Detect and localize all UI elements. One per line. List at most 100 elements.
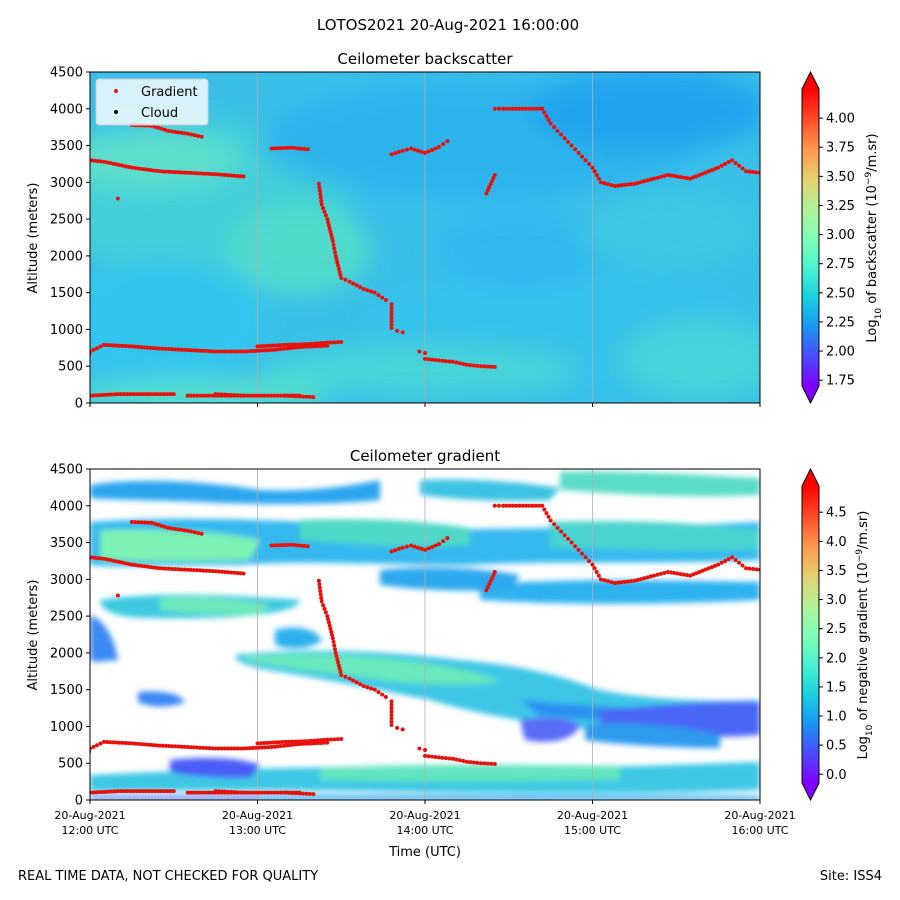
gradient-point — [15, 154, 19, 158]
gradient-point — [94, 790, 99, 795]
gradient-point — [272, 543, 277, 548]
gradient-point — [694, 174, 699, 179]
gradient-point — [210, 172, 215, 177]
gradient-point — [548, 121, 553, 126]
gradient-point — [49, 552, 53, 556]
gradient-point — [64, 399, 68, 403]
gradient-point — [83, 765, 87, 769]
gradient-point — [429, 544, 434, 549]
gradient-point — [253, 348, 258, 353]
gradient-point — [616, 580, 621, 585]
gradient-point — [302, 543, 307, 548]
gradient-point — [616, 183, 621, 188]
gradient-point — [238, 349, 243, 354]
gradient-point — [573, 147, 578, 152]
gradient-point — [232, 349, 237, 354]
gradient-point — [129, 519, 134, 524]
x-tick-label-date: 20-Aug-2021 — [724, 809, 795, 822]
gradient-point — [566, 139, 571, 144]
gradient-point — [423, 356, 427, 361]
gradient-points — [0, 503, 760, 801]
gradient-point — [389, 319, 394, 324]
gradient-point — [0, 550, 4, 554]
gradient-point — [229, 746, 234, 751]
gradient-point — [169, 526, 174, 531]
gradient-point — [272, 744, 277, 749]
gradient-point — [740, 563, 745, 568]
gradient-point — [0, 794, 3, 798]
gradient-point — [665, 172, 670, 177]
gradient-point — [380, 692, 385, 697]
gradient-point — [335, 737, 340, 742]
gradient-point — [329, 232, 334, 237]
gradient-point — [258, 741, 263, 746]
gradient-point — [26, 797, 30, 801]
gradient-point — [299, 543, 304, 548]
gradient-point — [114, 740, 119, 745]
gradient-point — [255, 741, 260, 746]
gradient-point — [645, 178, 650, 183]
gradient-point — [491, 176, 496, 181]
gradient-point — [697, 569, 702, 574]
colorbar-tick-label: 1.5 — [826, 680, 847, 695]
gradient-point — [520, 106, 525, 111]
gradient-point — [580, 154, 585, 159]
gradient-point — [706, 566, 711, 571]
gradient-point — [131, 789, 136, 794]
gradient-point — [198, 745, 203, 750]
gradient-point — [389, 699, 394, 704]
gradient-point — [146, 520, 151, 525]
gradient-point — [436, 755, 441, 760]
gradient-point — [278, 347, 283, 352]
gradient-point — [291, 345, 296, 350]
gradient-point — [672, 571, 677, 576]
gradient-point — [596, 176, 601, 181]
gradient-point — [235, 393, 240, 398]
x-axis — [89, 403, 761, 407]
gradient-point — [277, 343, 282, 348]
gradient-point — [297, 394, 302, 399]
gradient-point — [322, 606, 327, 611]
gradient-point — [204, 568, 209, 573]
gradient-point — [669, 173, 674, 178]
y-tick-label: 500 — [58, 360, 83, 375]
gradient-point — [520, 503, 525, 508]
gradient-point — [317, 185, 322, 190]
gradient-point — [275, 146, 280, 151]
gradient-point — [129, 562, 134, 567]
colorbar-tick-label: 3.75 — [826, 141, 855, 156]
gradient-point — [326, 220, 331, 225]
gradient-point — [132, 344, 137, 349]
gradient-point — [54, 400, 58, 404]
gradient-point — [672, 174, 677, 179]
gradient-point — [111, 558, 116, 563]
gradient-point — [170, 744, 175, 749]
gradient-point — [173, 567, 178, 572]
gradient-point — [478, 364, 483, 369]
gradient-point — [546, 117, 551, 122]
gradient-point — [117, 343, 122, 348]
gradient-point — [737, 163, 742, 168]
gradient-point — [389, 549, 394, 554]
gradient-point — [338, 272, 343, 277]
gradient-point — [602, 181, 607, 186]
gradient-point — [433, 146, 438, 151]
gradient-point — [173, 744, 178, 749]
gradient-point — [188, 567, 193, 572]
gradient-point — [157, 743, 162, 748]
gradient-point — [213, 569, 218, 574]
gradient-point — [3, 153, 7, 157]
gradient-point — [222, 569, 227, 574]
gradient-point — [523, 106, 528, 111]
gradient-point — [241, 746, 246, 751]
gradient-point — [57, 797, 61, 801]
gradient-point — [210, 569, 215, 574]
gradient-point — [23, 797, 27, 801]
gradient-point — [655, 572, 660, 577]
gradient-point — [632, 578, 637, 583]
gradient-point — [132, 741, 137, 746]
gradient-point — [201, 348, 206, 353]
gradient-point — [136, 166, 141, 171]
gradient-point — [322, 209, 327, 214]
gradient-point — [605, 579, 610, 584]
